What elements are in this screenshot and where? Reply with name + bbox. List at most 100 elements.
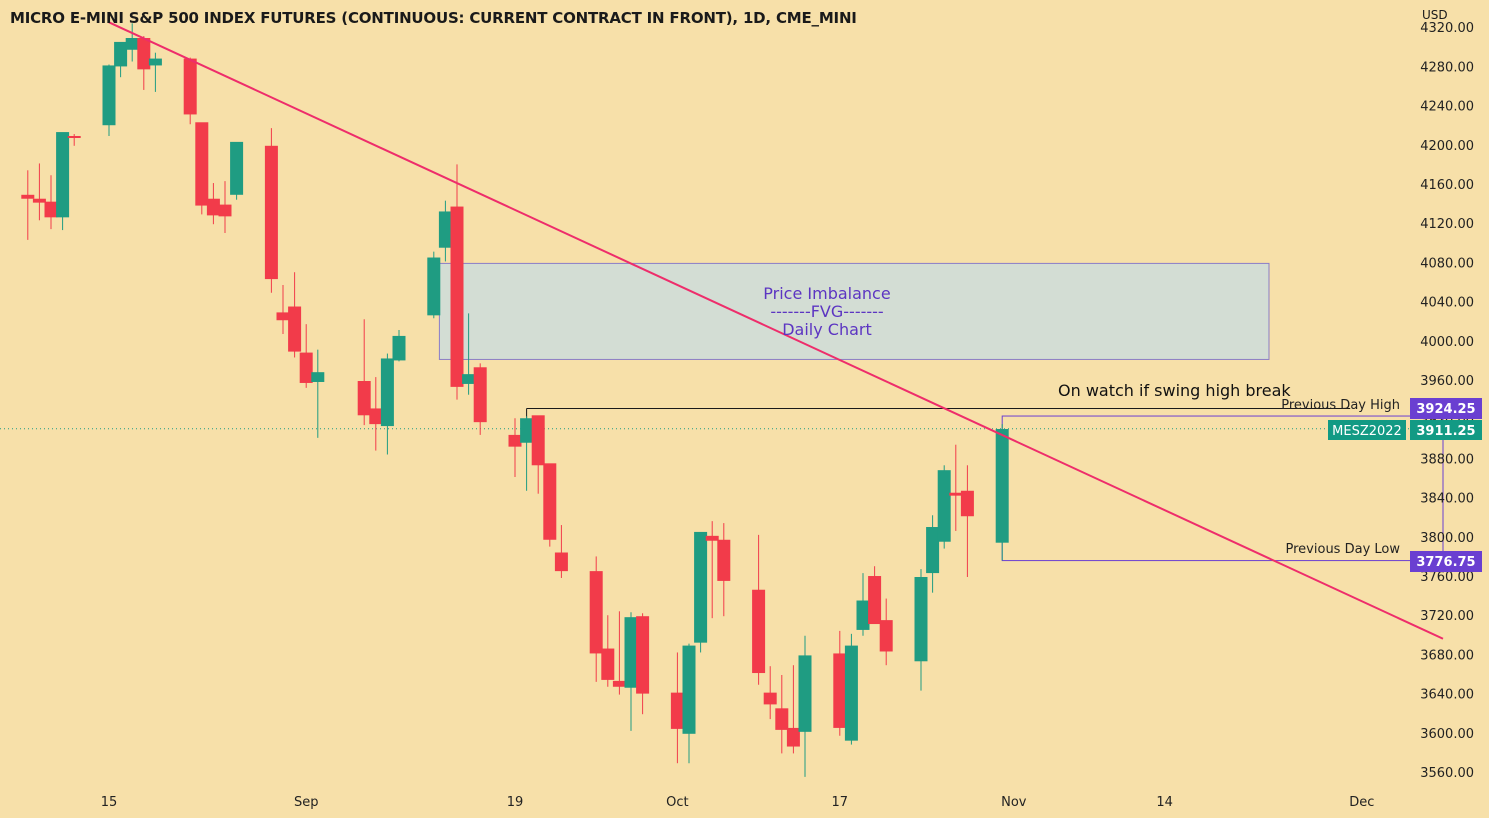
annotations: Price Imbalance -------FVG------- Daily … <box>763 284 1400 557</box>
x-tick-label: 17 <box>832 795 849 810</box>
candles <box>21 23 1009 777</box>
y-tick-label: 4120.00 <box>1420 217 1474 232</box>
candle-body <box>276 312 290 321</box>
candle-body <box>299 352 313 383</box>
candle-body <box>856 600 870 630</box>
candle-body <box>21 194 35 199</box>
candle-body <box>288 306 302 352</box>
candle-body <box>520 418 534 443</box>
candle-body <box>879 620 893 652</box>
candle-body <box>531 415 545 466</box>
time-axis: 15 Sep 19 Oct 17 Nov 14 Dec <box>101 795 1375 810</box>
candle-body <box>786 727 800 747</box>
descending-trendline <box>108 21 1444 640</box>
candle-body <box>694 531 708 643</box>
x-tick-label: 14 <box>1156 795 1173 810</box>
candle-body <box>125 38 139 50</box>
swing-high-note: On watch if swing high break <box>1058 381 1291 400</box>
prev-high-label-bg <box>1410 398 1482 419</box>
candle-body <box>438 211 452 248</box>
fvg-rectangle <box>438 262 1270 360</box>
candle-body <box>195 122 209 206</box>
y-tick-label: 3800.00 <box>1420 531 1474 546</box>
y-tick-label: 3880.00 <box>1420 452 1474 467</box>
last-price-label-bg <box>1410 420 1482 440</box>
candle-body <box>311 372 325 382</box>
x-tick-label: Dec <box>1349 795 1374 810</box>
y-tick-label: 3760.00 <box>1420 570 1474 585</box>
candle-body <box>427 257 441 316</box>
candle-body <box>844 645 858 741</box>
candle-body <box>670 692 684 729</box>
candle-body <box>914 577 928 662</box>
fvg-label-line3: Daily Chart <box>782 320 872 339</box>
prev-high-price: 3924.25 <box>1416 402 1475 417</box>
y-tick-label: 3640.00 <box>1420 688 1474 703</box>
candle-body <box>462 374 476 384</box>
candle-body <box>833 653 847 728</box>
candle-body <box>949 492 963 496</box>
last-price: 3911.25 <box>1416 424 1475 439</box>
candle-body <box>995 429 1009 543</box>
candle-body <box>183 58 197 115</box>
symbol-label: MESZ2022 <box>1332 424 1402 439</box>
y-tick-label: 4200.00 <box>1420 139 1474 154</box>
x-tick-label: 15 <box>101 795 118 810</box>
y-tick-label: 4320.00 <box>1420 21 1474 36</box>
fvg-label-line2: -------FVG------- <box>770 302 883 321</box>
candle-body <box>102 65 116 126</box>
candle-body <box>543 463 557 540</box>
trendline-group <box>108 21 1444 640</box>
x-tick-label: Oct <box>666 795 688 810</box>
candle-body <box>392 335 406 361</box>
candle-body <box>44 201 58 218</box>
candle-body <box>32 198 46 203</box>
candle-body <box>67 136 81 138</box>
y-tick-label: 3720.00 <box>1420 609 1474 624</box>
y-tick-label: 3600.00 <box>1420 727 1474 742</box>
candle-body <box>960 490 974 517</box>
y-tick-label: 3960.00 <box>1420 374 1474 389</box>
candle-body <box>148 58 162 66</box>
symbol-label-bg <box>1328 420 1406 440</box>
candle-body <box>56 132 70 218</box>
candle-body <box>868 576 882 625</box>
prev-day-low-label: Previous Day Low <box>1286 542 1401 557</box>
y-tick-label: 4280.00 <box>1420 60 1474 75</box>
candle-body <box>218 204 232 217</box>
y-tick-label: 4160.00 <box>1420 178 1474 193</box>
y-tick-label: 4000.00 <box>1420 335 1474 350</box>
prev-low-label-bg <box>1410 551 1482 572</box>
price-labels: 3924.25 MESZ2022 3911.25 3776.75 <box>1328 398 1482 572</box>
candle-body <box>369 408 383 425</box>
candle-body <box>717 539 731 581</box>
candle-body <box>763 692 777 705</box>
candle-body <box>752 589 766 674</box>
candle-body <box>705 535 719 541</box>
prev-low-price: 3776.75 <box>1416 555 1475 570</box>
candle-body <box>937 470 951 542</box>
currency-label: USD <box>1422 8 1448 22</box>
candle-body <box>926 527 940 574</box>
candle-body <box>554 552 568 572</box>
y-tick-label: 3840.00 <box>1420 492 1474 507</box>
candle-body <box>450 206 464 387</box>
y-tick-label: 3560.00 <box>1420 766 1474 781</box>
candle-body <box>624 617 638 688</box>
candle-body <box>798 655 812 732</box>
y-tick-label: 3680.00 <box>1420 648 1474 663</box>
x-tick-label: Nov <box>1001 795 1027 810</box>
candle-body <box>775 708 789 730</box>
candle-body <box>230 141 244 195</box>
y-tick-label: 4040.00 <box>1420 296 1474 311</box>
candle-body <box>508 434 522 447</box>
candle-body <box>473 367 487 423</box>
chart-title: MICRO E-MINI S&P 500 INDEX FUTURES (CONT… <box>10 9 857 27</box>
candle-body <box>601 648 615 680</box>
x-tick-label: Sep <box>294 795 319 810</box>
candle-body <box>264 145 278 280</box>
candle-body <box>612 680 626 687</box>
fvg-label-line1: Price Imbalance <box>763 284 890 303</box>
